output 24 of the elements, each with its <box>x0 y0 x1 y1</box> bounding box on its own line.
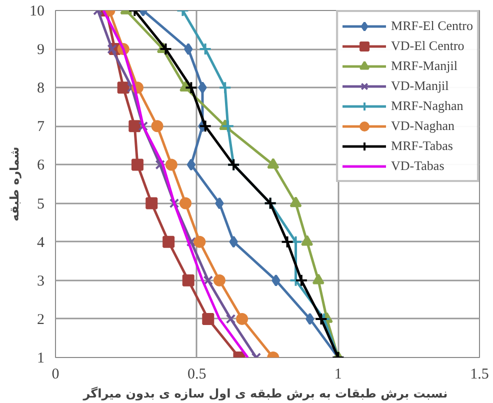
y-tick-label: 5 <box>37 196 44 212</box>
y-tick-label: 4 <box>37 234 45 251</box>
y-axis-title: شماره طبقه <box>8 146 22 222</box>
legend-label: VD-El Centro <box>391 38 464 54</box>
legend-label: MRF-El Centro <box>391 18 473 34</box>
y-tick-label: 7 <box>37 119 45 136</box>
x-axis-title: نسبت برش طبقات به برش طبقه ی اول سازه ی بدون میراگر <box>82 386 448 400</box>
x-tick-label: 1.5 <box>470 366 489 382</box>
y-tick-label: 10 <box>30 4 44 20</box>
y-tick-label: 2 <box>37 312 44 328</box>
x-tick-label: 0.5 <box>187 366 206 382</box>
legend-label: MRF-Tabas <box>391 138 453 154</box>
y-tick-label: 6 <box>37 158 45 174</box>
y-tick-label: 9 <box>37 42 44 58</box>
legend-label: MRF-Naghan <box>391 98 464 114</box>
x-tick-label: 0 <box>52 366 60 382</box>
legend-label: VD-Tabas <box>391 158 444 174</box>
legend-label: VD-Naghan <box>391 118 455 134</box>
y-tick-label: 3 <box>37 273 44 290</box>
legend-label: VD-Manjil <box>391 78 449 94</box>
y-tick-label: 1 <box>37 350 44 366</box>
legend-label: MRF-Manjil <box>391 58 458 74</box>
x-tick-label: 1 <box>334 366 342 382</box>
y-tick-label: 8 <box>37 80 44 97</box>
